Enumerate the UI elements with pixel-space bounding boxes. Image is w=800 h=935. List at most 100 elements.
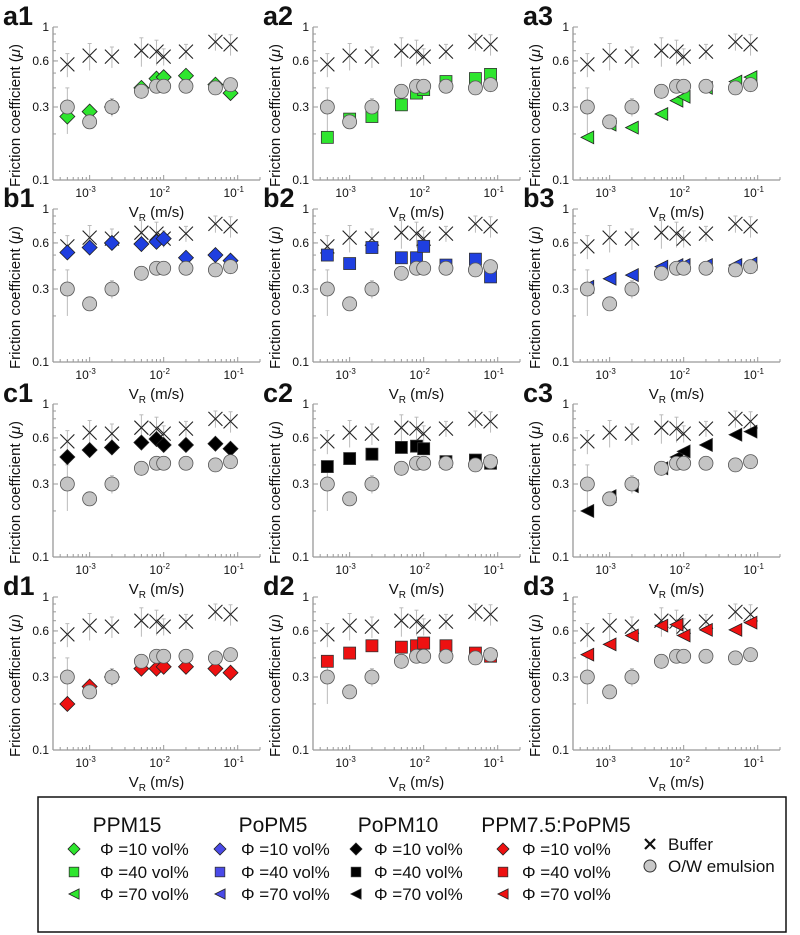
legend-item-label: Φ =40 vol% <box>522 863 611 882</box>
x-marker-stroke <box>624 49 640 65</box>
x-tick-label: 10-3 <box>75 185 96 200</box>
x-axis-label-main: V <box>649 581 659 598</box>
y-axis-label-main: Friction coefficient ( <box>267 57 284 187</box>
x-tick-exponent: -1 <box>757 562 765 571</box>
x-marker-stroke <box>468 34 483 50</box>
buffer-point <box>602 48 618 64</box>
x-tick-base: 10 <box>669 186 683 200</box>
x-tick-exponent: -2 <box>423 367 431 376</box>
x-axis-label: VR (m/s) <box>389 204 445 224</box>
x-tick-base: 10 <box>149 563 163 577</box>
x-marker-stroke <box>393 420 409 436</box>
emulsion-point <box>223 454 238 470</box>
emulsion-point <box>178 455 194 471</box>
emulsion-point <box>579 281 595 297</box>
legend-group-title: PPM7.5:PoPM5 <box>481 814 630 837</box>
x-marker-stroke <box>208 604 223 620</box>
buffer-point <box>133 420 149 436</box>
sample-point-triangle-left <box>654 618 669 633</box>
y-tick-label: 0.6 <box>552 431 569 445</box>
x-axis-label-unit: (m/s) <box>146 204 184 221</box>
x-marker-stroke <box>416 49 432 65</box>
y-axis-label-mu: μ <box>267 231 284 240</box>
sample-point-triangle-left <box>602 271 617 286</box>
buffer-point <box>82 48 98 64</box>
emulsion-point <box>223 77 238 93</box>
x-tick-label: 10-3 <box>335 562 356 577</box>
y-tick-label: 0.3 <box>292 100 309 114</box>
sample-point-triangle-left <box>580 647 595 662</box>
y-axis-label: Friction coefficient (μ) <box>7 421 24 564</box>
buffer-point <box>438 614 454 630</box>
emulsion-point <box>743 77 758 93</box>
emulsion-point <box>468 262 483 278</box>
emulsion-point <box>319 281 335 297</box>
buffer-point <box>223 36 238 52</box>
x-tick-base: 10 <box>743 186 757 200</box>
legend: PPM15 Φ =10 vol% Φ =40 vol% Φ =70 vol% PoPM5… <box>37 796 787 933</box>
emulsion-point <box>624 669 640 685</box>
y-axis-label-close: ) <box>527 44 544 49</box>
x-tick-exponent: -2 <box>423 185 431 194</box>
buffer-point <box>208 604 223 620</box>
emulsion-point <box>416 78 432 94</box>
sample-point-triangle-left <box>624 268 639 283</box>
buffer-point <box>624 231 640 247</box>
x-tick-exponent: -3 <box>609 755 617 764</box>
buffer-point <box>483 36 498 52</box>
x-tick-label: 10-3 <box>335 755 356 770</box>
x-tick-label: 10-2 <box>149 367 170 382</box>
y-axis-label-main: Friction coefficient ( <box>7 239 24 369</box>
y-tick-label: 0.1 <box>292 173 309 187</box>
emulsion-point <box>82 491 98 507</box>
emulsion-point <box>156 455 172 471</box>
emulsion-point <box>743 647 758 663</box>
buffer-point <box>104 619 120 635</box>
y-tick-label: 0.1 <box>32 743 49 757</box>
x-tick-label: 10-1 <box>743 562 764 577</box>
x-axis-label: VR (m/s) <box>129 774 185 794</box>
emulsion-point <box>624 99 640 115</box>
x-tick-exponent: -1 <box>237 367 245 376</box>
x-marker-stroke <box>579 626 595 642</box>
x-tick-base: 10 <box>335 756 349 770</box>
sample-point-triangle-left <box>743 615 758 630</box>
buffer-point <box>223 218 238 234</box>
buffer-point <box>364 426 380 442</box>
x-axis-label-sub: R <box>659 395 666 406</box>
x-tick-base: 10 <box>223 368 237 382</box>
x-tick-label: 10-1 <box>483 367 504 382</box>
x-tick-exponent: -3 <box>349 367 357 376</box>
emulsion-point <box>59 99 75 115</box>
x-marker-stroke <box>468 604 483 620</box>
x-axis-label-main: V <box>129 204 139 221</box>
x-axis-label-sub: R <box>139 783 146 794</box>
x-axis-label: VR (m/s) <box>649 581 705 601</box>
sample-point-diamond <box>207 660 224 677</box>
buffer-point <box>468 411 483 427</box>
emulsion-point <box>342 684 358 700</box>
x-axis-label-sub: R <box>659 213 666 224</box>
y-tick-label: 0.3 <box>32 282 49 296</box>
sample-point-square <box>394 251 408 265</box>
buffer-point <box>743 36 758 52</box>
x-tick-base: 10 <box>483 368 497 382</box>
buffer-point <box>409 44 424 60</box>
y-tick-label: 0.1 <box>292 550 309 564</box>
x-axis-label-sub: R <box>139 213 146 224</box>
x-axis-label-main: V <box>389 386 399 403</box>
emulsion-point <box>223 647 238 663</box>
legend-marker-square <box>68 866 80 878</box>
buffer-point <box>178 44 194 60</box>
y-axis-label: Friction coefficient (μ) <box>527 614 544 757</box>
x-axis-label: VR (m/s) <box>649 774 705 794</box>
buffer-point <box>149 614 164 630</box>
y-axis-label: Friction coefficient (μ) <box>7 44 24 187</box>
x-marker-stroke <box>364 49 380 65</box>
emulsion-point <box>416 260 432 276</box>
x-axis-label-sub: R <box>399 395 406 406</box>
emulsion-point <box>223 259 238 275</box>
sample-point-diamond <box>207 246 224 264</box>
